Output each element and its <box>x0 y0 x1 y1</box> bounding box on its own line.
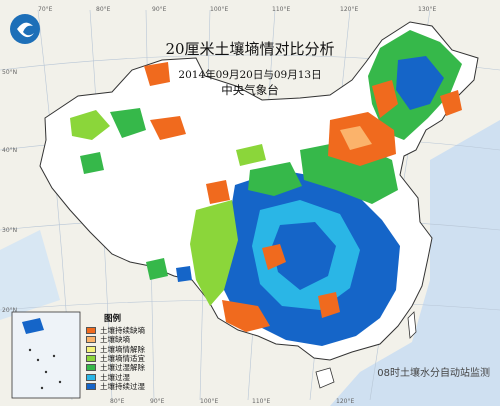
graticule-label-top: 90°E <box>152 6 167 13</box>
legend-swatch <box>86 345 96 353</box>
legend-label: 土壤墒情适宜 <box>100 354 145 364</box>
zone-xinjiang-suitable <box>70 110 110 140</box>
graticule-label-left: 30°N <box>2 227 17 234</box>
legend-label: 土壤墒情解除 <box>100 344 145 354</box>
legend-item: 土壤持续过湿 <box>86 382 186 391</box>
zone-north-lack <box>340 126 372 150</box>
zone-xinjiang-dry-north <box>144 62 170 86</box>
legend-swatch <box>86 373 96 381</box>
graticule-label-left: 50°N <box>2 69 17 76</box>
zone-persistent-dry-south <box>222 300 270 332</box>
legend-item: 土壤墒情解除 <box>86 345 186 354</box>
legend-items: 土壤持续缺墒 土壤缺墒 土壤墒情解除 土壤墒情适宜 土壤过湿解除 土壤过湿 土壤持续过湿 <box>86 326 186 391</box>
graticule-label-left: 20°N <box>2 307 17 314</box>
hainan-outline <box>315 367 335 389</box>
inset-islands <box>28 348 62 390</box>
zone-xinjiang-relieved <box>110 108 146 138</box>
legend-label: 土壤缺墒 <box>100 335 130 345</box>
legend-swatch <box>86 327 96 335</box>
legend-title: 图例 <box>104 314 122 324</box>
zone-xinjiang-dry <box>150 116 186 140</box>
moisture-zones <box>70 30 462 346</box>
legend-label: 土壤持续缺墒 <box>100 326 145 336</box>
legend-label: 土壤过湿 <box>100 372 130 382</box>
legend-swatch <box>86 382 96 390</box>
sea-area <box>330 120 500 406</box>
taiwan-outline <box>407 311 417 339</box>
legend-item: 土壤过湿 <box>86 372 186 382</box>
zone-gansu-dry <box>206 180 230 204</box>
legend-swatch <box>86 336 96 344</box>
zone-northeast-dry-east <box>440 90 462 116</box>
zone-tibet-patch <box>146 258 168 280</box>
zone-tibet-wet <box>176 266 192 282</box>
legend-item: 土壤缺墒 <box>86 335 186 344</box>
graticule-label-bottom: 90°E <box>150 398 165 405</box>
zone-northeast-dry <box>372 80 398 118</box>
legend-label: 土壤过湿解除 <box>100 363 145 373</box>
map-title: 20厘米土壤墒情对比分析 <box>165 40 335 58</box>
footer-note: 08时土壤水分自动站监测 <box>377 368 490 379</box>
graticule-label-bottom: 110°E <box>252 398 270 405</box>
south-china-sea-inset <box>11 311 81 399</box>
legend-item: 土壤墒情适宜 <box>86 354 186 363</box>
map-date-range: 2014年09月20日与09月13日 <box>178 69 322 81</box>
legend-swatch <box>86 355 96 363</box>
graticule-label-top: 70°E <box>38 6 53 13</box>
legend-label: 土壤持续过湿 <box>100 381 145 391</box>
zone-northeast-wet <box>396 56 444 110</box>
zone-inner-mongolia <box>236 144 266 166</box>
zone-central-relieved <box>248 162 302 196</box>
zone-xinjiang-south <box>80 152 104 174</box>
sea-area-west <box>0 230 60 320</box>
legend: 图例 土壤持续缺墒 土壤缺墒 土壤墒情解除 土壤墒情适宜 土壤过湿解除 土壤过湿 土壤持续过… <box>86 312 186 391</box>
zone-dry-patch-center <box>262 244 286 270</box>
graticule-label-left: 40°N <box>2 147 17 154</box>
legend-item: 土壤过湿解除 <box>86 363 186 372</box>
cma-logo-icon <box>8 12 42 46</box>
zone-persistent-wet-core <box>272 222 336 290</box>
map-organization: 中央气象台 <box>221 83 279 97</box>
zone-dry-patch-southeast <box>318 292 340 318</box>
graticule-label-top: 80°E <box>96 6 111 13</box>
graticule-label-top: 130°E <box>418 6 436 13</box>
graticule-label-bottom: 120°E <box>336 398 354 405</box>
graticule-label-top: 100°E <box>210 6 228 13</box>
graticule-label-bottom: 100°E <box>200 398 218 405</box>
graticule-label-top: 110°E <box>272 6 290 13</box>
zone-suitable-southwest <box>190 200 238 306</box>
graticule-label-bottom: 80°E <box>110 398 125 405</box>
legend-item: 土壤持续缺墒 <box>86 326 186 335</box>
graticule-label-top: 120°E <box>340 6 358 13</box>
legend-swatch <box>86 364 96 372</box>
inset-island-1 <box>22 318 44 334</box>
